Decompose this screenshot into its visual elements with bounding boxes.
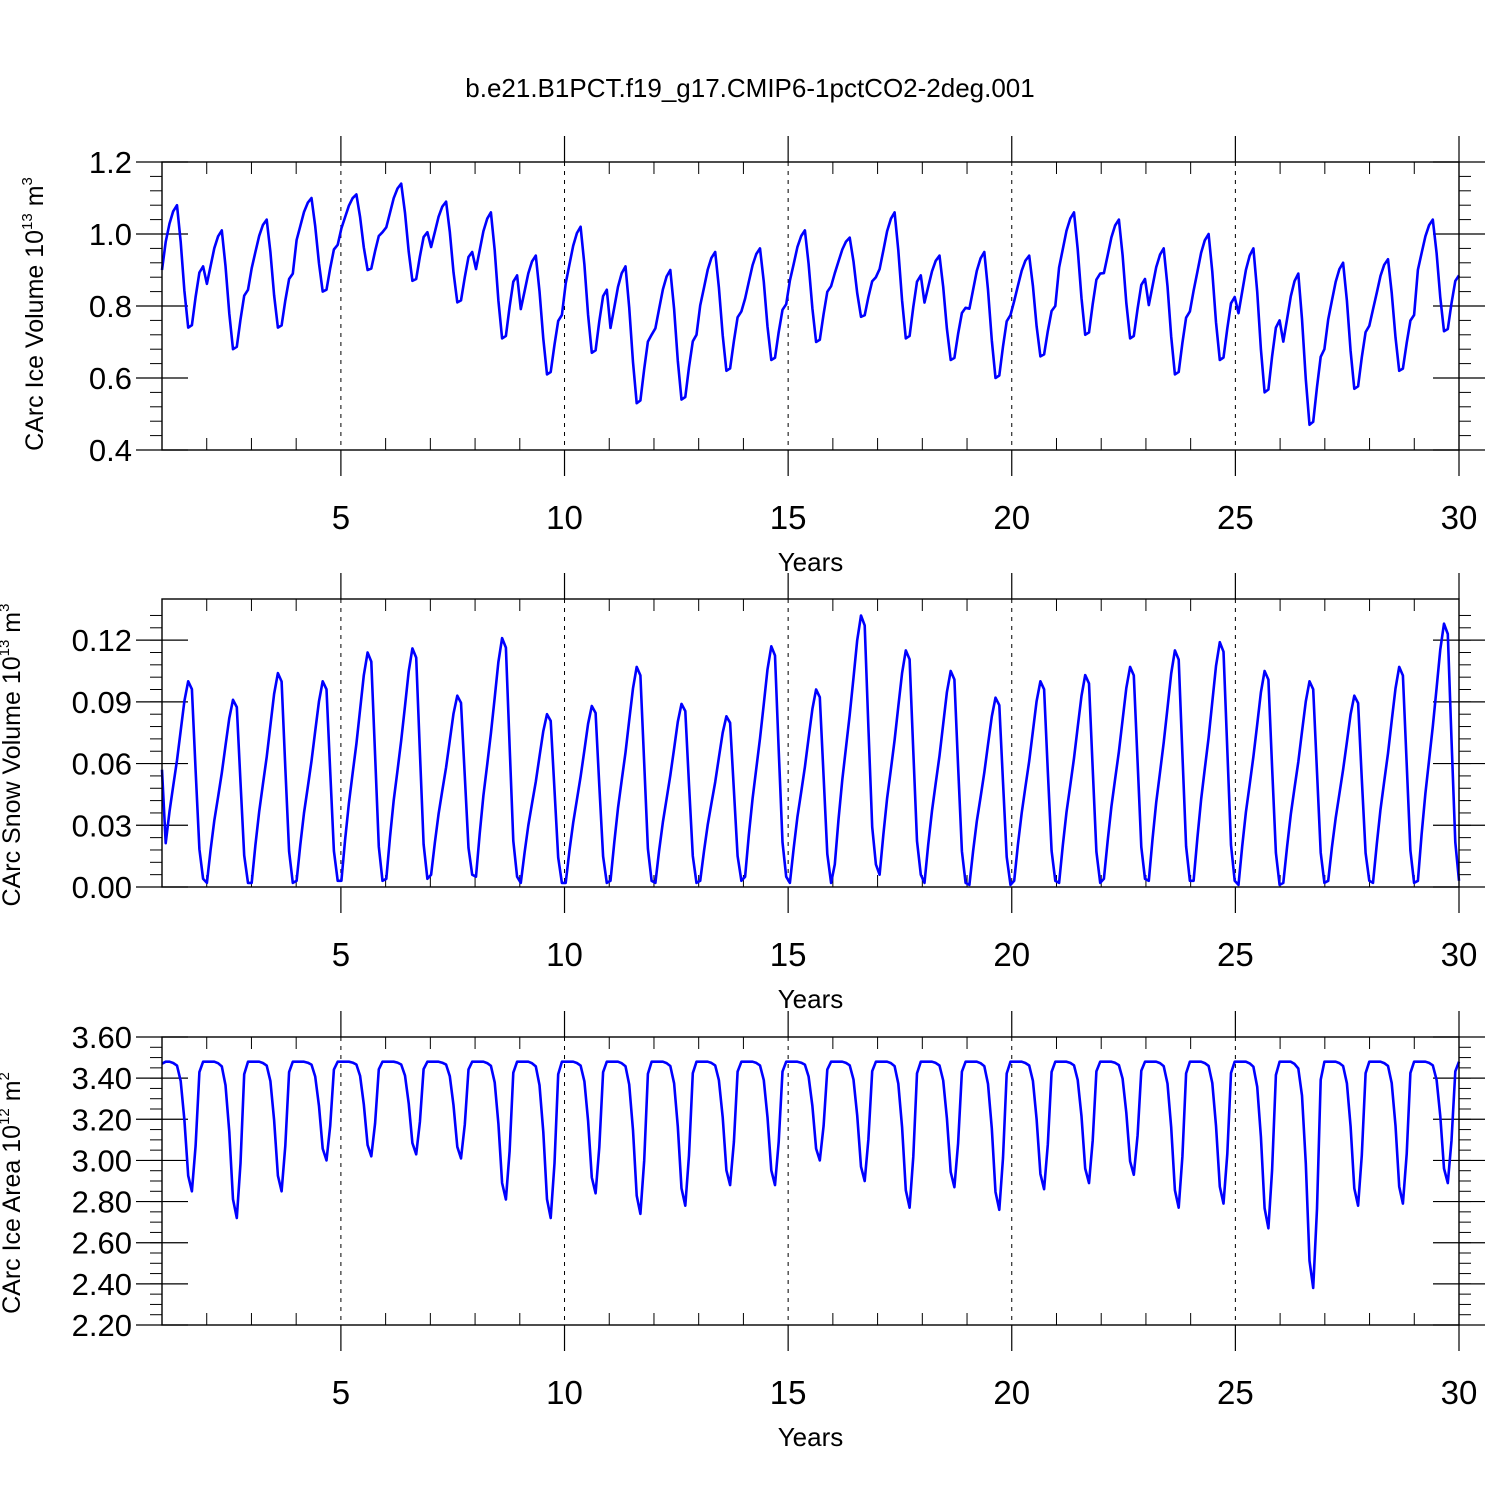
plot-frame <box>161 598 1460 888</box>
x-tick-label: 15 <box>770 1374 807 1411</box>
y-tick-label: 2.40 <box>72 1267 132 1302</box>
series-line <box>160 182 1461 427</box>
y-axis-label: CArc Snow Volume 1013 m3 <box>0 604 26 907</box>
x-tick-label: 25 <box>1217 936 1254 973</box>
x-tick-label: 5 <box>332 499 350 536</box>
y-tick-label: 0.8 <box>89 289 132 324</box>
y-tick-label: 2.80 <box>72 1185 132 1220</box>
y-tick-label: 0.03 <box>72 808 132 843</box>
x-tick-label: 10 <box>546 1374 583 1411</box>
x-tick-label: 5 <box>332 1374 350 1411</box>
x-tick-label: 30 <box>1441 499 1478 536</box>
x-tick-label: 25 <box>1217 1374 1254 1411</box>
y-axis-label: CArc Ice Area 1012 m2 <box>0 1072 26 1314</box>
y-tick-label: 1.2 <box>89 145 132 180</box>
x-axis-label: Years <box>778 1422 844 1452</box>
x-tick-label: 10 <box>546 936 583 973</box>
x-axis-label: Years <box>778 547 844 577</box>
x-tick-label: 15 <box>770 936 807 973</box>
y-tick-label: 0.12 <box>72 623 132 658</box>
y-tick-label: 3.40 <box>72 1061 132 1096</box>
ice-area-panel: 2.20 2.40 2.60 2.80 3.00 3.20 3.40 3.60 5 10 15 20 2… <box>0 1011 1485 1452</box>
y-axis-label: CArc Ice Volume 1013 m3 <box>19 177 49 451</box>
y-tick-label: 0.06 <box>72 747 132 782</box>
x-axis-label: Years <box>778 984 844 1014</box>
y-tick-label: 1.0 <box>89 217 132 252</box>
x-tick-label: 30 <box>1441 1374 1478 1411</box>
series-line <box>160 614 1461 887</box>
snow-volume-panel: 0.00 0.03 0.06 0.09 0.12 5 10 15 20 25 30 Years CArc… <box>0 573 1485 1014</box>
chart-title: b.e21.B1PCT.f19_g17.CMIP6-1pctCO2-2deg.0… <box>465 73 1034 103</box>
y-tick-label: 2.60 <box>72 1226 132 1261</box>
x-tick-label: 30 <box>1441 936 1478 973</box>
y-tick-label: 3.00 <box>72 1143 132 1178</box>
ice-volume-panel: 0.4 0.6 0.8 1.0 1.2 5 10 15 20 25 30 Years CArc Ice … <box>19 136 1485 577</box>
y-tick-label: 0.4 <box>89 433 132 468</box>
y-tick-label: 3.20 <box>72 1102 132 1137</box>
x-tick-label: 20 <box>993 499 1030 536</box>
x-tick-label: 20 <box>993 1374 1030 1411</box>
plot-frame <box>161 161 1460 451</box>
x-tick-label: 20 <box>993 936 1030 973</box>
x-tick-label: 15 <box>770 499 807 536</box>
plot-frame <box>161 1036 1460 1326</box>
y-tick-label: 0.00 <box>72 870 132 905</box>
series-line <box>161 1060 1461 1290</box>
x-tick-label: 10 <box>546 499 583 536</box>
y-tick-label: 0.6 <box>89 361 132 396</box>
y-tick-label: 3.60 <box>72 1020 132 1055</box>
y-tick-label: 0.09 <box>72 685 132 720</box>
y-tick-label: 2.20 <box>72 1308 132 1343</box>
x-tick-label: 5 <box>332 936 350 973</box>
x-tick-label: 25 <box>1217 499 1254 536</box>
